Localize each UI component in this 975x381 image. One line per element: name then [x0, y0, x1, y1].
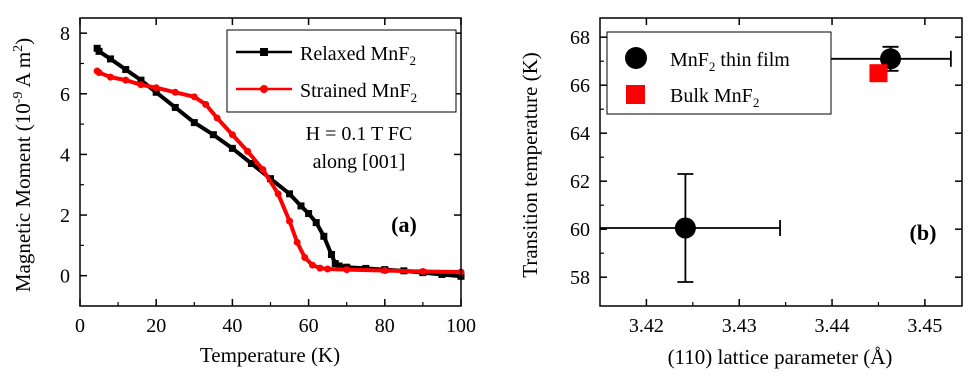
chart-a-panel-label: (a)	[391, 212, 417, 237]
data-point-strained	[202, 100, 210, 108]
data-point-strained	[137, 81, 145, 89]
data-point-relaxed	[228, 144, 236, 152]
x-tick-label: 3.45	[907, 315, 942, 337]
data-point-strained	[122, 76, 130, 84]
chart-b-panel-label: (b)	[910, 220, 937, 245]
data-point-strained	[171, 88, 179, 96]
data-point-relaxed	[171, 103, 179, 111]
y-tick-label: 6	[60, 84, 70, 106]
y-tick-label: 4	[60, 144, 70, 166]
data-point-relaxed	[305, 210, 313, 218]
data-point-strained	[308, 261, 316, 269]
data-point-relaxed	[137, 76, 145, 84]
y-tick-label: 68	[570, 27, 590, 49]
data-point-relaxed	[95, 47, 103, 55]
data-point-relaxed	[190, 119, 198, 127]
chart-a-annotation-direction: along [001]	[313, 151, 406, 173]
data-point-strained	[152, 84, 160, 92]
x-tick-label: 60	[299, 315, 319, 337]
data-point-strained	[381, 267, 389, 275]
data-point-relaxed	[320, 232, 328, 240]
legend-strained-marker	[260, 85, 268, 93]
x-tick-label: 20	[146, 315, 166, 337]
data-point-relaxed	[331, 260, 339, 268]
y-tick-label: 60	[570, 219, 590, 241]
legend-bulk-marker	[626, 85, 645, 104]
data-point-strained	[286, 217, 294, 225]
y-tick-label: 62	[570, 171, 590, 193]
data-point-strained	[228, 131, 236, 139]
data-point-thin-film	[880, 48, 902, 70]
chart-a-annotation-field: H = 0.1 T FC	[306, 123, 413, 145]
x-tick-label: 80	[375, 315, 395, 337]
y-tick-label: 2	[60, 205, 70, 227]
data-point-strained	[293, 238, 301, 246]
legend-thinfilm-marker	[625, 47, 647, 69]
data-point-strained	[95, 69, 103, 77]
legend-relaxed-label: Relaxed MnF2	[300, 43, 416, 68]
data-point-relaxed	[122, 66, 130, 74]
chart-b-xlabel: (110) lattice parameter (Å)	[668, 345, 893, 369]
data-point-bulk	[869, 64, 888, 83]
data-point-relaxed	[209, 131, 217, 139]
legend-bulk-label: Bulk MnF2	[670, 85, 759, 110]
x-tick-label: 3.43	[722, 315, 757, 337]
x-tick-label: 100	[446, 315, 476, 337]
data-point-strained	[301, 253, 309, 261]
data-point-relaxed	[247, 160, 255, 168]
data-point-relaxed	[438, 270, 446, 278]
data-point-thin-film	[674, 217, 696, 239]
data-point-strained	[190, 93, 198, 101]
data-point-relaxed	[312, 219, 320, 227]
chart-b: 3.42 3.43 3.44 3.45 58 60 62 64 66 68 MnF2 thin f…	[518, 17, 963, 369]
chart-b-ylabel: Transition temperature (K)	[518, 52, 542, 278]
x-tick-label: 40	[222, 315, 242, 337]
data-point-relaxed	[297, 202, 305, 210]
x-tick-label: 3.44	[815, 315, 850, 337]
y-tick-label: 64	[570, 123, 590, 145]
chart-a-legend: Relaxed MnF2 Strained MnF2	[226, 29, 457, 113]
y-tick-label: 8	[60, 23, 70, 45]
chart-a: 0 20 40 60 80 100 0 2 4 6 8 Relaxed MnF2 Strained …	[11, 17, 476, 367]
chart-a-ylabel: Magnetic Moment (10-9 A m2)	[11, 38, 35, 292]
y-tick-label: 66	[570, 75, 590, 97]
x-tick-label: 3.42	[629, 315, 664, 337]
data-point-relaxed	[286, 190, 294, 198]
y-tick-label: 0	[60, 266, 70, 288]
data-point-relaxed	[152, 88, 160, 96]
data-point-strained	[343, 266, 351, 274]
data-point-strained	[259, 166, 267, 174]
data-point-relaxed	[106, 55, 114, 63]
legend-thinfilm-label: MnF2 thin film	[670, 49, 790, 74]
chart-a-xlabel: Temperature (K)	[200, 343, 340, 367]
data-point-strained	[213, 114, 221, 122]
data-point-strained	[324, 265, 332, 273]
data-point-strained	[316, 264, 324, 272]
data-point-strained	[274, 190, 282, 198]
x-tick-label: 0	[75, 315, 85, 337]
data-point-strained	[244, 147, 252, 155]
data-point-strained	[106, 73, 114, 81]
data-point-relaxed	[327, 250, 335, 258]
legend-relaxed-marker	[260, 48, 268, 56]
data-point-strained	[419, 267, 427, 275]
chart-b-legend: MnF2 thin film Bulk MnF2	[606, 31, 832, 115]
legend-strained-label: Strained MnF2	[300, 80, 417, 105]
data-point-relaxed	[335, 262, 343, 270]
chart-b-frame	[599, 17, 963, 307]
chart-a-legend-box	[226, 29, 457, 113]
y-tick-label: 58	[570, 267, 590, 289]
